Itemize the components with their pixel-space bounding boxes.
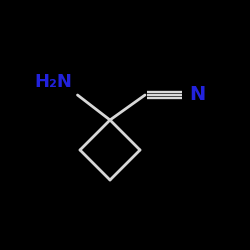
Text: H₂N: H₂N [34, 73, 72, 91]
Text: N: N [189, 86, 205, 104]
